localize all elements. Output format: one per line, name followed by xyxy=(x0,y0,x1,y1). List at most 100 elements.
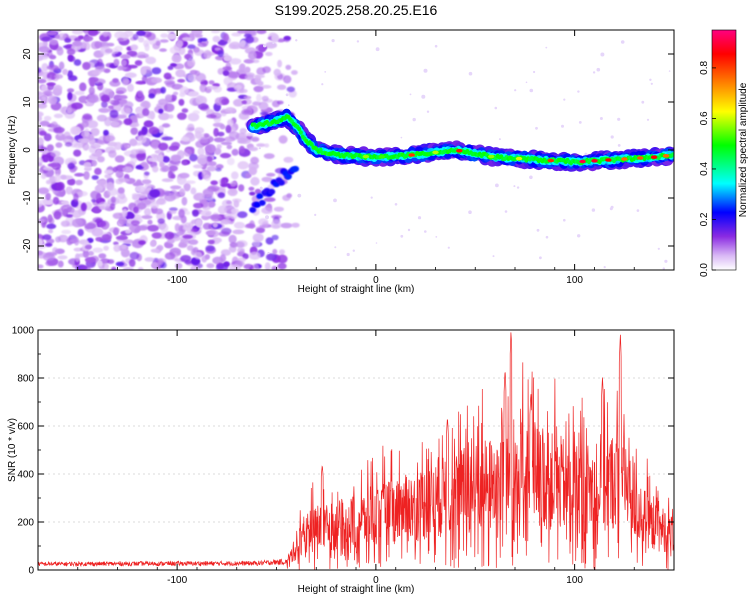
y-tick-label: -20 xyxy=(22,238,33,253)
spectrogram-cell xyxy=(168,165,178,172)
spectrogram-cell xyxy=(219,124,226,130)
spectrogram-cell xyxy=(110,203,116,210)
spectrogram-cell xyxy=(261,207,273,215)
spectrogram-cell xyxy=(233,221,245,229)
spectrogram-cell xyxy=(646,118,650,121)
spectrogram-cell xyxy=(136,179,142,185)
spectrogram-cell xyxy=(545,235,549,239)
spectrogram-cell xyxy=(202,188,214,198)
spectrogram-cell xyxy=(412,117,416,122)
spectrogram-ridge-cell xyxy=(298,130,303,135)
spectrogram-cell xyxy=(400,136,403,139)
spectrogram-cell xyxy=(273,206,284,212)
spectrogram-cell xyxy=(249,191,256,196)
spectrogram-cell xyxy=(49,54,57,60)
spectrogram-cell xyxy=(126,50,138,57)
spectrogram-cell xyxy=(218,231,230,237)
spectrogram-cell xyxy=(212,222,218,228)
spectrogram-cell xyxy=(183,148,192,157)
spectrogram-cell xyxy=(248,186,255,191)
spectrogram-cell xyxy=(115,261,125,267)
spectrogram-cell xyxy=(187,127,195,131)
spectrogram-cell xyxy=(356,40,360,43)
spectrogram-cell xyxy=(277,254,288,264)
spectrogram-cell xyxy=(144,171,150,176)
spectrogram-cell xyxy=(84,244,92,250)
spectrogram-cell xyxy=(268,188,276,195)
spectrogram-hotspot xyxy=(579,159,586,164)
spectrogram-cell xyxy=(262,66,271,74)
spectrogram-cell xyxy=(577,234,581,238)
spectrogram-cell xyxy=(227,71,240,79)
spectrogram-cell xyxy=(54,173,61,183)
colorbar-label: Normalized spectral amplitude xyxy=(738,82,749,217)
spectrogram-cell xyxy=(143,120,154,128)
spectrogram-cell xyxy=(243,33,252,38)
spectrogram-cell xyxy=(291,70,298,75)
spectrogram-cell xyxy=(47,162,60,168)
spectrogram-cell xyxy=(183,182,191,192)
spectrogram-cell xyxy=(55,236,61,243)
spectrogram-cell xyxy=(210,214,223,222)
spectrogram-cell xyxy=(277,179,285,186)
spectrogram-cell xyxy=(219,152,232,159)
spectrogram-cell xyxy=(539,256,542,260)
spectrogram-cell xyxy=(239,39,246,48)
spectrogram-cell xyxy=(148,93,156,99)
spectrogram-cell xyxy=(149,110,156,120)
spectrogram-cell xyxy=(91,70,102,75)
spectrogram-cell xyxy=(73,149,82,157)
spectrogram-cell xyxy=(424,230,427,233)
spectrogram-cell xyxy=(277,59,283,68)
spectrogram-cell xyxy=(53,113,64,119)
spectrogram-cell xyxy=(217,68,224,75)
spectrogram-cell xyxy=(137,54,147,59)
spectrogram-cell xyxy=(55,133,66,141)
spectrogram-cell xyxy=(130,44,139,51)
spectrogram-cell xyxy=(516,186,520,189)
spectrogram-cell xyxy=(90,127,100,137)
spectrogram-cell xyxy=(60,200,69,205)
spectrogram-cell xyxy=(279,249,285,255)
spectrogram-cell xyxy=(248,166,258,176)
spectrogram-ridge-cell xyxy=(309,142,314,147)
spectrogram-cell xyxy=(244,74,255,81)
spectrogram-cell xyxy=(108,91,115,99)
spectrogram-cell xyxy=(107,187,118,196)
spectrogram-cell xyxy=(63,131,71,140)
spectrogram-cell xyxy=(285,64,292,70)
spectrogram-cell xyxy=(86,120,99,129)
spectrogram-cell xyxy=(113,58,120,67)
spectrogram-cell xyxy=(158,142,169,151)
spectrogram-cell xyxy=(197,42,207,48)
spectrogram-cell xyxy=(498,138,501,141)
spectrogram-cell xyxy=(101,100,108,109)
spectrogram-cell xyxy=(138,267,144,270)
spectrogram-cell xyxy=(158,125,164,134)
spectrogram-cell xyxy=(599,117,603,120)
spectrogram-cell xyxy=(230,212,238,220)
spectrogram-cell xyxy=(192,110,200,115)
spectrogram-cell xyxy=(324,71,327,73)
spectrogram-cell xyxy=(82,62,91,70)
spectrogram-cell xyxy=(154,208,164,215)
spectrogram-cell xyxy=(67,91,73,101)
spectrogram-cell xyxy=(223,55,232,62)
spectrogram-hotspot xyxy=(408,153,415,157)
spectrogram-cell xyxy=(164,252,176,260)
spectrogram-cell xyxy=(197,103,209,110)
spectrogram-cell xyxy=(38,264,44,269)
spectrogram-cell xyxy=(112,78,119,83)
spectrogram-cell xyxy=(91,175,99,180)
spectrogram-cell xyxy=(536,228,540,232)
spectrogram-cell xyxy=(109,109,119,119)
spectrogram-cell xyxy=(113,244,121,252)
spectrogram-cell xyxy=(331,39,335,43)
spectrogram-cell xyxy=(169,207,178,212)
spectrogram-cell xyxy=(620,40,625,44)
spectrogram-cell xyxy=(492,255,495,258)
spectrogram-cell xyxy=(57,255,68,260)
spectrogram-cell xyxy=(213,137,226,143)
colorbar-tick-label: 0.6 xyxy=(699,111,710,125)
spectrogram-cell xyxy=(237,161,249,170)
